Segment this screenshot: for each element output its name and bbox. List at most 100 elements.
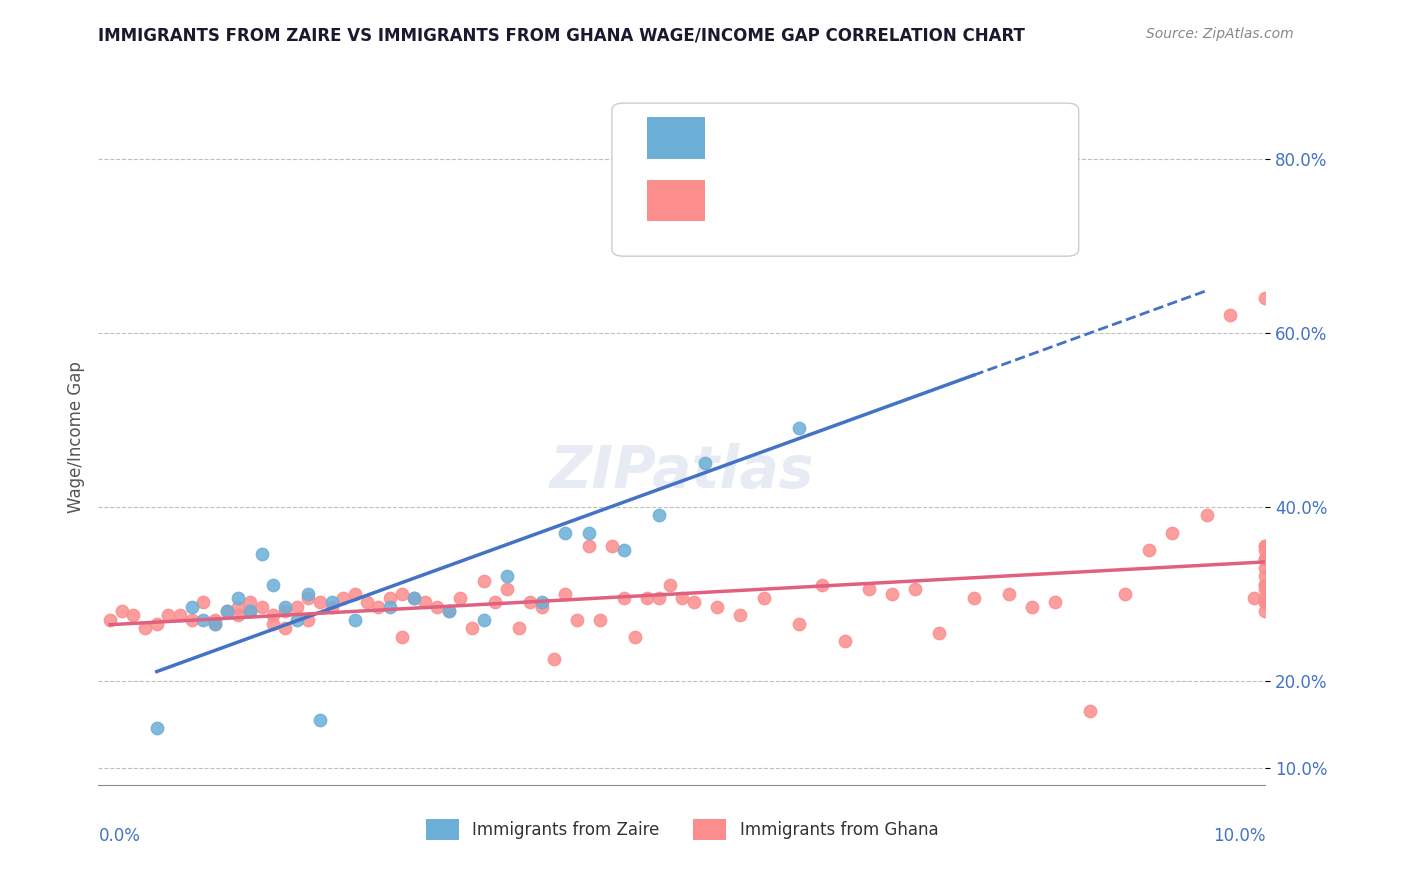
Point (146, 617, 169, 632)
Point (204, 617, 226, 632)
Point (880, 587, 903, 601)
Point (437, 604, 460, 618)
Point (134, 621, 156, 635)
Point (426, 599, 449, 614)
Point (1219, 309, 1241, 323)
Point (554, 525, 576, 540)
Point (787, 421, 810, 435)
Point (997, 587, 1019, 601)
Point (1254, 539, 1277, 553)
Point (239, 604, 262, 618)
Point (250, 548, 273, 562)
Point (402, 591, 425, 605)
Point (111, 604, 134, 618)
Text: IMMIGRANTS FROM ZAIRE VS IMMIGRANTS FROM GHANA WAGE/INCOME GAP CORRELATION CHART: IMMIGRANTS FROM ZAIRE VS IMMIGRANTS FROM… (98, 27, 1025, 45)
Point (309, 713, 332, 727)
Point (250, 599, 273, 614)
Point (787, 617, 810, 632)
Text: Source: ZipAtlas.com: Source: ZipAtlas.com (1146, 27, 1294, 41)
FancyBboxPatch shape (647, 179, 706, 221)
Point (215, 604, 238, 618)
Point (904, 582, 927, 597)
Point (811, 578, 834, 592)
Point (204, 613, 226, 627)
Text: 0.0%: 0.0% (98, 827, 141, 845)
Point (519, 595, 541, 609)
Point (624, 630, 647, 644)
Point (344, 613, 367, 627)
Point (752, 591, 775, 605)
Point (193, 595, 215, 609)
Point (834, 634, 856, 648)
Point (706, 599, 728, 614)
Point (1254, 595, 1277, 609)
Point (472, 613, 495, 627)
Point (589, 613, 612, 627)
Point (297, 613, 319, 627)
Y-axis label: Wage/Income Gap: Wage/Income Gap (66, 361, 84, 513)
Point (344, 587, 367, 601)
Point (228, 608, 250, 623)
Point (98, 613, 121, 627)
Point (274, 599, 297, 614)
Point (180, 599, 202, 614)
Point (239, 604, 262, 618)
Point (472, 574, 495, 588)
Point (1254, 543, 1277, 558)
Point (1195, 508, 1218, 523)
Point (636, 591, 658, 605)
Point (169, 608, 191, 623)
Point (1021, 599, 1043, 614)
Point (659, 578, 682, 592)
Text: 10.0%: 10.0% (1213, 827, 1265, 845)
Point (1137, 543, 1160, 558)
Legend: Immigrants from Zaire, Immigrants from Ghana: Immigrants from Zaire, Immigrants from G… (419, 813, 945, 847)
Point (402, 591, 425, 605)
Point (356, 595, 378, 609)
Point (1254, 582, 1277, 597)
Point (285, 613, 308, 627)
Point (297, 587, 319, 601)
Point (1254, 539, 1277, 553)
Point (565, 613, 588, 627)
FancyBboxPatch shape (612, 103, 1078, 256)
Point (413, 595, 436, 609)
Point (1254, 578, 1277, 592)
Point (1243, 591, 1265, 605)
Point (228, 591, 250, 605)
Text: N = 94: N = 94 (880, 194, 943, 211)
Point (367, 599, 389, 614)
Point (321, 595, 343, 609)
Point (437, 604, 460, 618)
Point (297, 591, 319, 605)
Point (1254, 291, 1277, 305)
Point (239, 595, 262, 609)
Point (962, 238, 984, 253)
Point (554, 587, 576, 601)
Point (309, 595, 332, 609)
Point (682, 595, 704, 609)
Point (530, 599, 553, 614)
FancyBboxPatch shape (647, 117, 706, 159)
Point (1254, 591, 1277, 605)
Point (1161, 525, 1184, 540)
Point (858, 582, 880, 597)
Point (204, 617, 226, 632)
Point (193, 613, 215, 627)
Point (1114, 587, 1136, 601)
Point (122, 608, 145, 623)
Point (215, 604, 238, 618)
Point (391, 587, 413, 601)
Point (578, 525, 600, 540)
Point (157, 608, 180, 623)
Point (928, 625, 950, 640)
Point (274, 604, 297, 618)
Point (1254, 560, 1277, 574)
Point (228, 599, 250, 614)
Point (378, 599, 402, 614)
Point (1254, 604, 1277, 618)
Text: R = 0.478: R = 0.478 (728, 131, 820, 149)
Point (391, 630, 413, 644)
Point (530, 595, 553, 609)
Point (449, 591, 471, 605)
